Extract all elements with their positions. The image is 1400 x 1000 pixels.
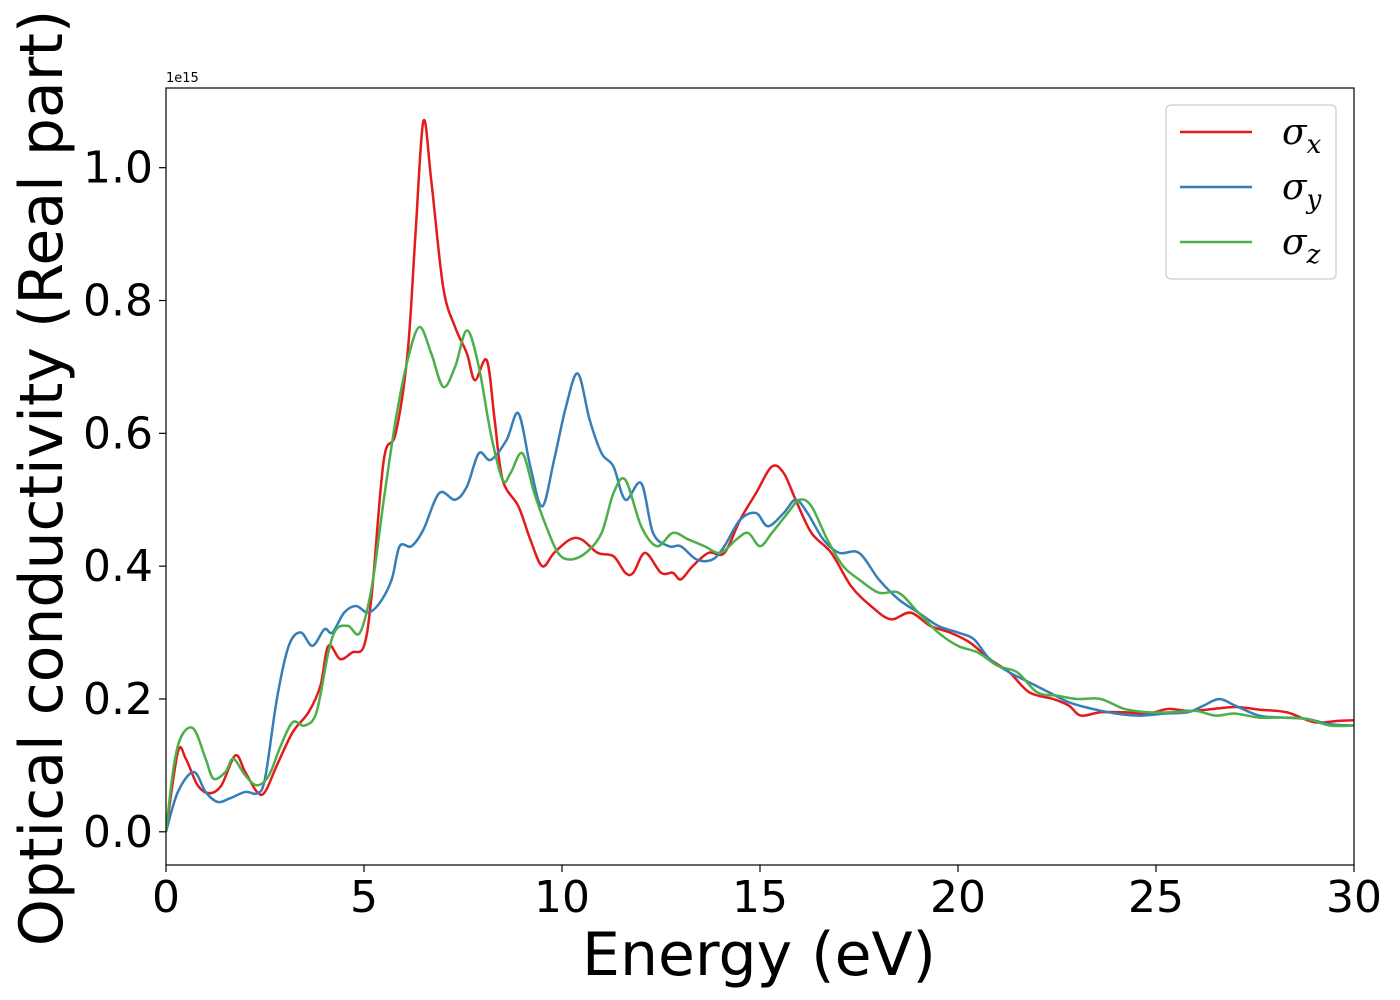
y-tick-label: 0.8 bbox=[83, 276, 153, 327]
y-tick-label: 0.0 bbox=[83, 807, 153, 858]
y-tick-label: 0.6 bbox=[83, 408, 153, 459]
series-line-z bbox=[166, 325, 1354, 832]
legend: σx σy σz bbox=[1165, 104, 1337, 280]
x-tick-label: 10 bbox=[534, 872, 590, 923]
x-tick-label: 5 bbox=[350, 872, 378, 923]
series-line-y bbox=[166, 372, 1354, 833]
x-axis-label: Energy (eV) bbox=[582, 920, 936, 990]
legend-label-y: σy bbox=[1282, 167, 1322, 215]
x-tick-label: 20 bbox=[930, 872, 986, 923]
y-tick-label: 1.0 bbox=[83, 143, 153, 194]
legend-label-x: σx bbox=[1282, 112, 1322, 160]
x-tick-label: 30 bbox=[1326, 872, 1382, 923]
y-tick-label: 0.4 bbox=[83, 541, 153, 592]
y-axis-label: Optical conductivity (Real part) bbox=[7, 10, 77, 947]
series-line-x bbox=[166, 118, 1354, 832]
plot-lines bbox=[166, 118, 1354, 833]
legend-label-z: σz bbox=[1282, 222, 1321, 270]
y-scale-label: 1e15 bbox=[166, 71, 199, 86]
ticks: 0 5 10 15 20 25 30 0.0 0.2 0.4 0.6 0.8 1.0 bbox=[83, 143, 1382, 923]
x-tick-label: 0 bbox=[152, 872, 180, 923]
x-tick-label: 15 bbox=[732, 872, 788, 923]
x-tick-label: 25 bbox=[1128, 872, 1184, 923]
y-tick-label: 0.2 bbox=[83, 674, 153, 725]
legend-box bbox=[1165, 104, 1337, 280]
